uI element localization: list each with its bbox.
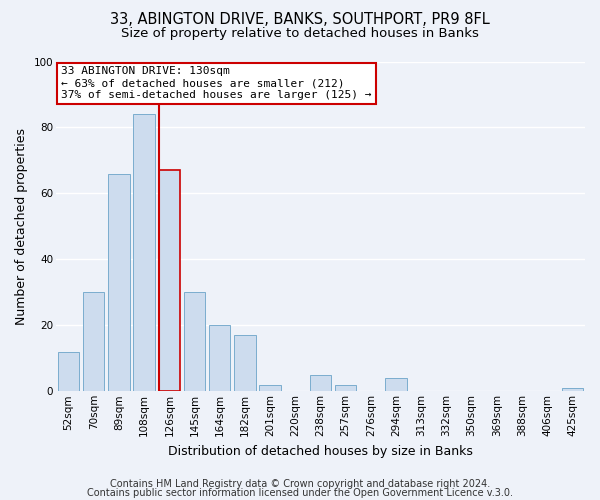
Bar	[259, 384, 281, 392]
Text: Contains HM Land Registry data © Crown copyright and database right 2024.: Contains HM Land Registry data © Crown c…	[110, 479, 490, 489]
Bar	[310, 375, 331, 392]
Bar	[133, 114, 155, 392]
Bar	[385, 378, 407, 392]
Text: Size of property relative to detached houses in Banks: Size of property relative to detached ho…	[121, 28, 479, 40]
Bar	[158, 170, 180, 392]
Bar	[184, 292, 205, 392]
Text: 33, ABINGTON DRIVE, BANKS, SOUTHPORT, PR9 8FL: 33, ABINGTON DRIVE, BANKS, SOUTHPORT, PR…	[110, 12, 490, 28]
Bar	[83, 292, 104, 392]
Bar	[209, 326, 230, 392]
Bar	[234, 335, 256, 392]
Y-axis label: Number of detached properties: Number of detached properties	[15, 128, 28, 325]
Bar	[58, 352, 79, 392]
X-axis label: Distribution of detached houses by size in Banks: Distribution of detached houses by size …	[168, 444, 473, 458]
Text: 33 ABINGTON DRIVE: 130sqm
← 63% of detached houses are smaller (212)
37% of semi: 33 ABINGTON DRIVE: 130sqm ← 63% of detac…	[61, 66, 372, 100]
Text: Contains public sector information licensed under the Open Government Licence v.: Contains public sector information licen…	[87, 488, 513, 498]
Bar	[562, 388, 583, 392]
Bar	[335, 384, 356, 392]
Bar	[108, 174, 130, 392]
